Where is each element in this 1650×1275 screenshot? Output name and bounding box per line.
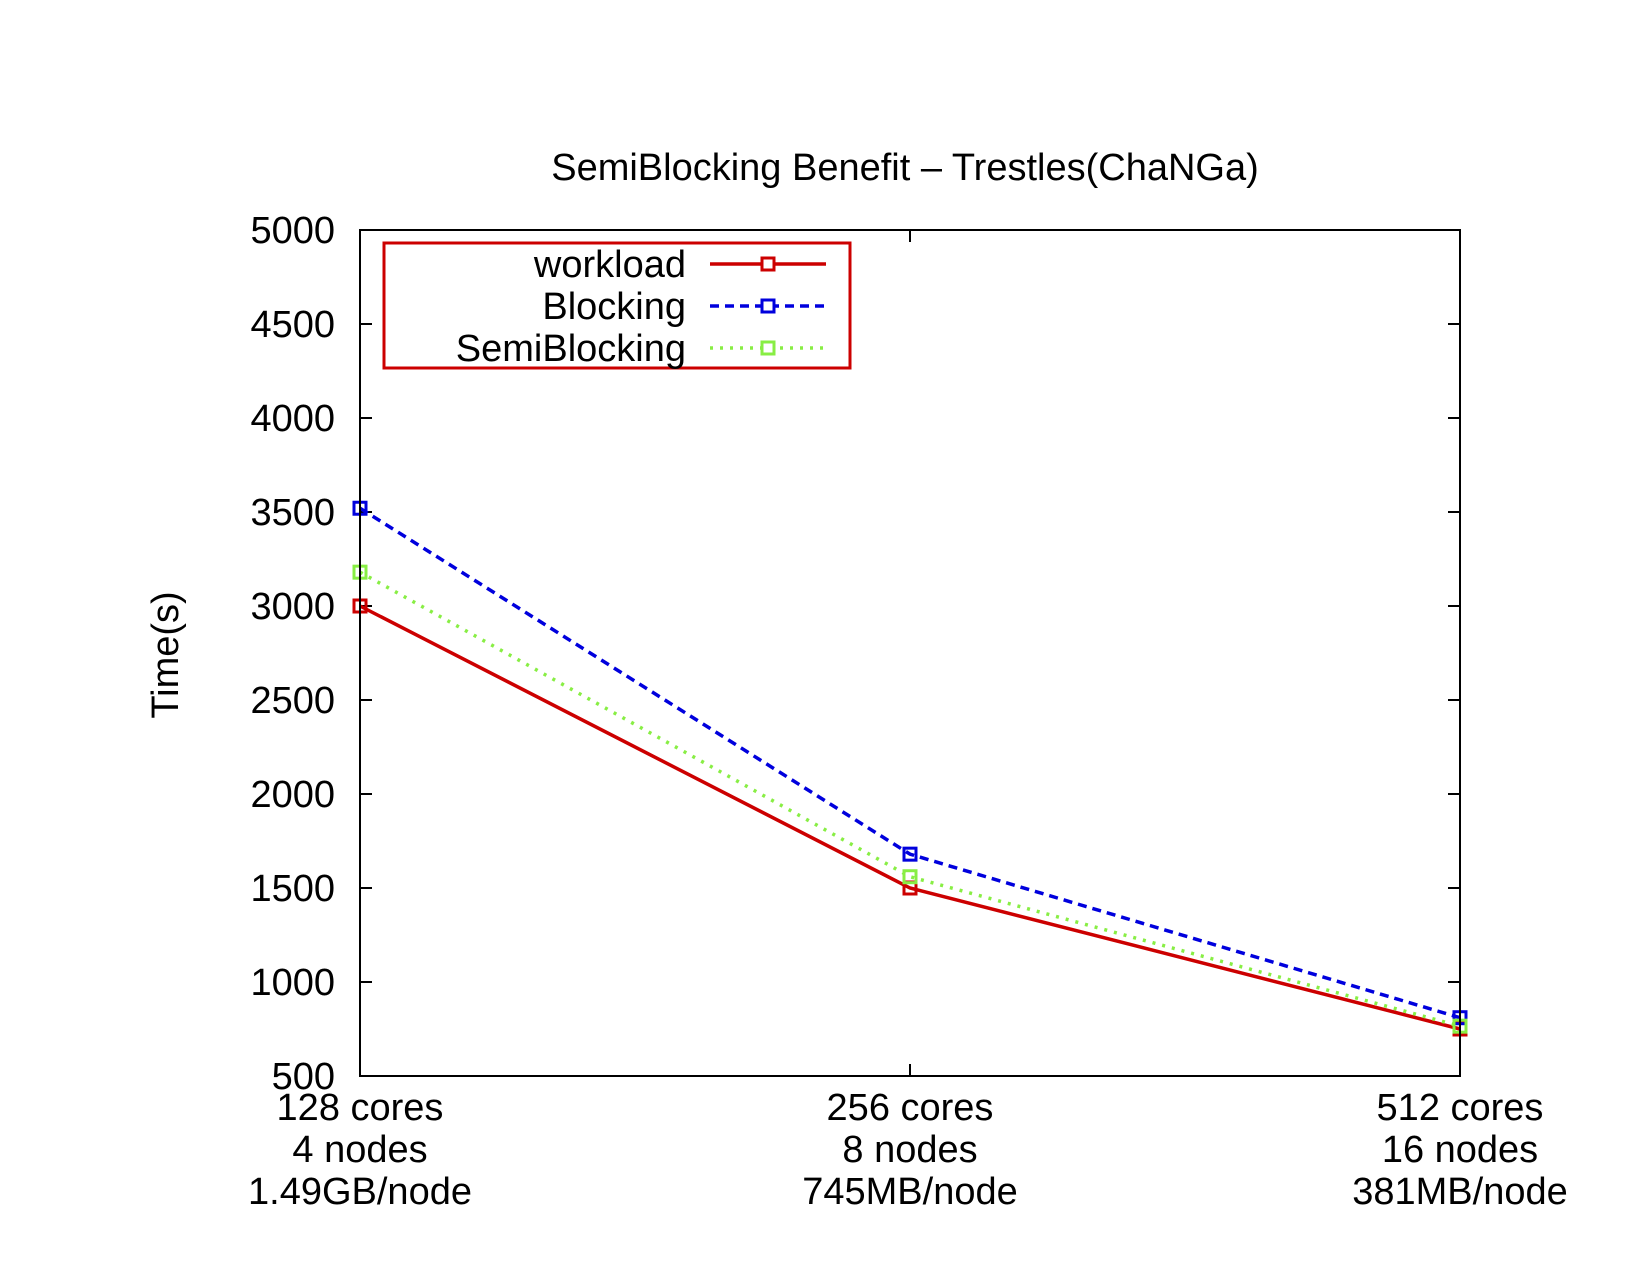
y-tick-label: 2000 — [250, 774, 335, 816]
series-line — [359, 506, 1461, 1020]
x-tick-label: 1.49GB/node — [248, 1171, 472, 1213]
x-tick-label: 256 cores — [827, 1087, 994, 1129]
series-layer — [352, 500, 1468, 1037]
y-tick-label: 1500 — [250, 868, 335, 910]
y-axis-ticks: 5000 4500 4000 3500 3000 2500 2000 1500 1000 500 — [250, 210, 1460, 1098]
x-tick-label: 745MB/node — [802, 1171, 1018, 1213]
legend-entry: workload — [533, 244, 826, 286]
series-line — [359, 604, 1461, 1031]
legend-label: Blocking — [542, 286, 686, 328]
x-tick-label: 128 cores — [277, 1087, 444, 1129]
legend-entry: SemiBlocking — [456, 328, 826, 370]
series-semiblocking — [352, 564, 1468, 1034]
legend-swatch-marker — [760, 298, 776, 314]
x-tick-label: 16 nodes — [1382, 1129, 1538, 1171]
y-tick-label: 1000 — [250, 962, 335, 1004]
legend-label: SemiBlocking — [456, 328, 686, 370]
data-point — [902, 846, 918, 862]
x-tick-label: 4 nodes — [292, 1129, 427, 1171]
chart-title: SemiBlocking Benefit – Trestles(ChaNGa) — [551, 147, 1259, 189]
y-tick-label: 3000 — [250, 586, 335, 628]
y-tick-label: 4500 — [250, 304, 335, 346]
data-point — [902, 869, 918, 885]
series-blocking — [352, 500, 1468, 1026]
x-tick-label: 512 cores — [1377, 1087, 1544, 1129]
legend-swatch-marker — [760, 256, 776, 272]
series-line — [359, 570, 1461, 1028]
legend-entry: Blocking — [542, 286, 826, 328]
y-tick-label: 2500 — [250, 680, 335, 722]
y-axis-label: Time(s) — [145, 591, 187, 718]
legend-label: workload — [533, 244, 686, 286]
y-tick-label: 3500 — [250, 492, 335, 534]
y-tick-label: 4000 — [250, 398, 335, 440]
legend-swatch-marker — [760, 340, 776, 356]
x-tick-label: 8 nodes — [842, 1129, 977, 1171]
x-tick-label: 381MB/node — [1352, 1171, 1568, 1213]
y-tick-label: 5000 — [250, 210, 335, 252]
plot-frame — [359, 229, 1461, 1077]
y-tick-label: 500 — [272, 1056, 335, 1098]
